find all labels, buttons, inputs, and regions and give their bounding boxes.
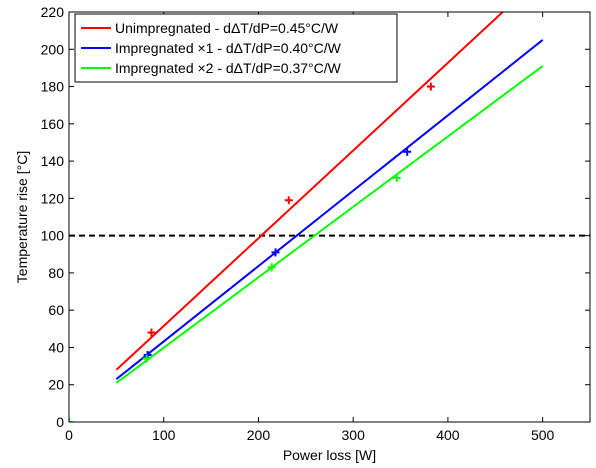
y-tick-label: 100 — [41, 228, 65, 244]
data-point-1-1 — [147, 328, 156, 337]
data-point-1-3 — [426, 82, 435, 91]
legend-entry-2: Impregnated ×1 - dΔT/dP=0.40°C/W — [115, 40, 342, 56]
x-tick-label: 500 — [531, 427, 555, 443]
x-tick-label: 100 — [152, 427, 176, 443]
y-tick-label: 220 — [41, 4, 65, 20]
y-tick-label: 40 — [48, 339, 64, 355]
x-tick-label: 200 — [247, 427, 271, 443]
legend-box — [74, 13, 398, 83]
data-point-1-2 — [284, 196, 293, 205]
series-line-1 — [115, 12, 505, 371]
x-tick-label: 300 — [342, 427, 366, 443]
x-tick-label: 400 — [436, 427, 460, 443]
y-tick-label: 60 — [48, 302, 64, 318]
legend-entry-1: Unimpregnated - dΔT/dP=0.45°C/W — [115, 20, 339, 36]
series-line-3 — [115, 65, 544, 384]
data-point-2-2 — [271, 248, 280, 257]
y-tick-label: 120 — [41, 190, 65, 206]
data-point-3-2 — [267, 263, 276, 272]
data-point-3-1 — [142, 354, 151, 363]
series-layer — [69, 12, 590, 422]
y-tick-label: 0 — [56, 414, 64, 430]
y-axis-label: Temperature rise [°C] — [14, 151, 30, 283]
ticks-layer: 0 100 200 300 400 500 0 20 40 60 80 100 120 140 160 180… — [41, 4, 590, 443]
series-line-2 — [115, 39, 544, 380]
y-tick-label: 20 — [48, 377, 64, 393]
y-tick-label: 80 — [48, 265, 64, 281]
y-tick-label: 200 — [41, 41, 65, 57]
legend: Unimpregnated - dΔT/dP=0.45°C/W Impregnat… — [74, 13, 398, 83]
x-tick-label: 0 — [65, 427, 73, 443]
data-point-2-3 — [403, 147, 412, 156]
plot-frame — [68, 11, 591, 423]
y-tick-label: 160 — [41, 116, 65, 132]
x-axis-label: Power loss [W] — [283, 447, 376, 463]
y-tick-label: 180 — [41, 79, 65, 95]
legend-entry-3: Impregnated ×2 - dΔT/dP=0.37°C/W — [115, 60, 342, 76]
data-point-3-3 — [392, 173, 401, 182]
y-tick-label: 140 — [41, 153, 65, 169]
